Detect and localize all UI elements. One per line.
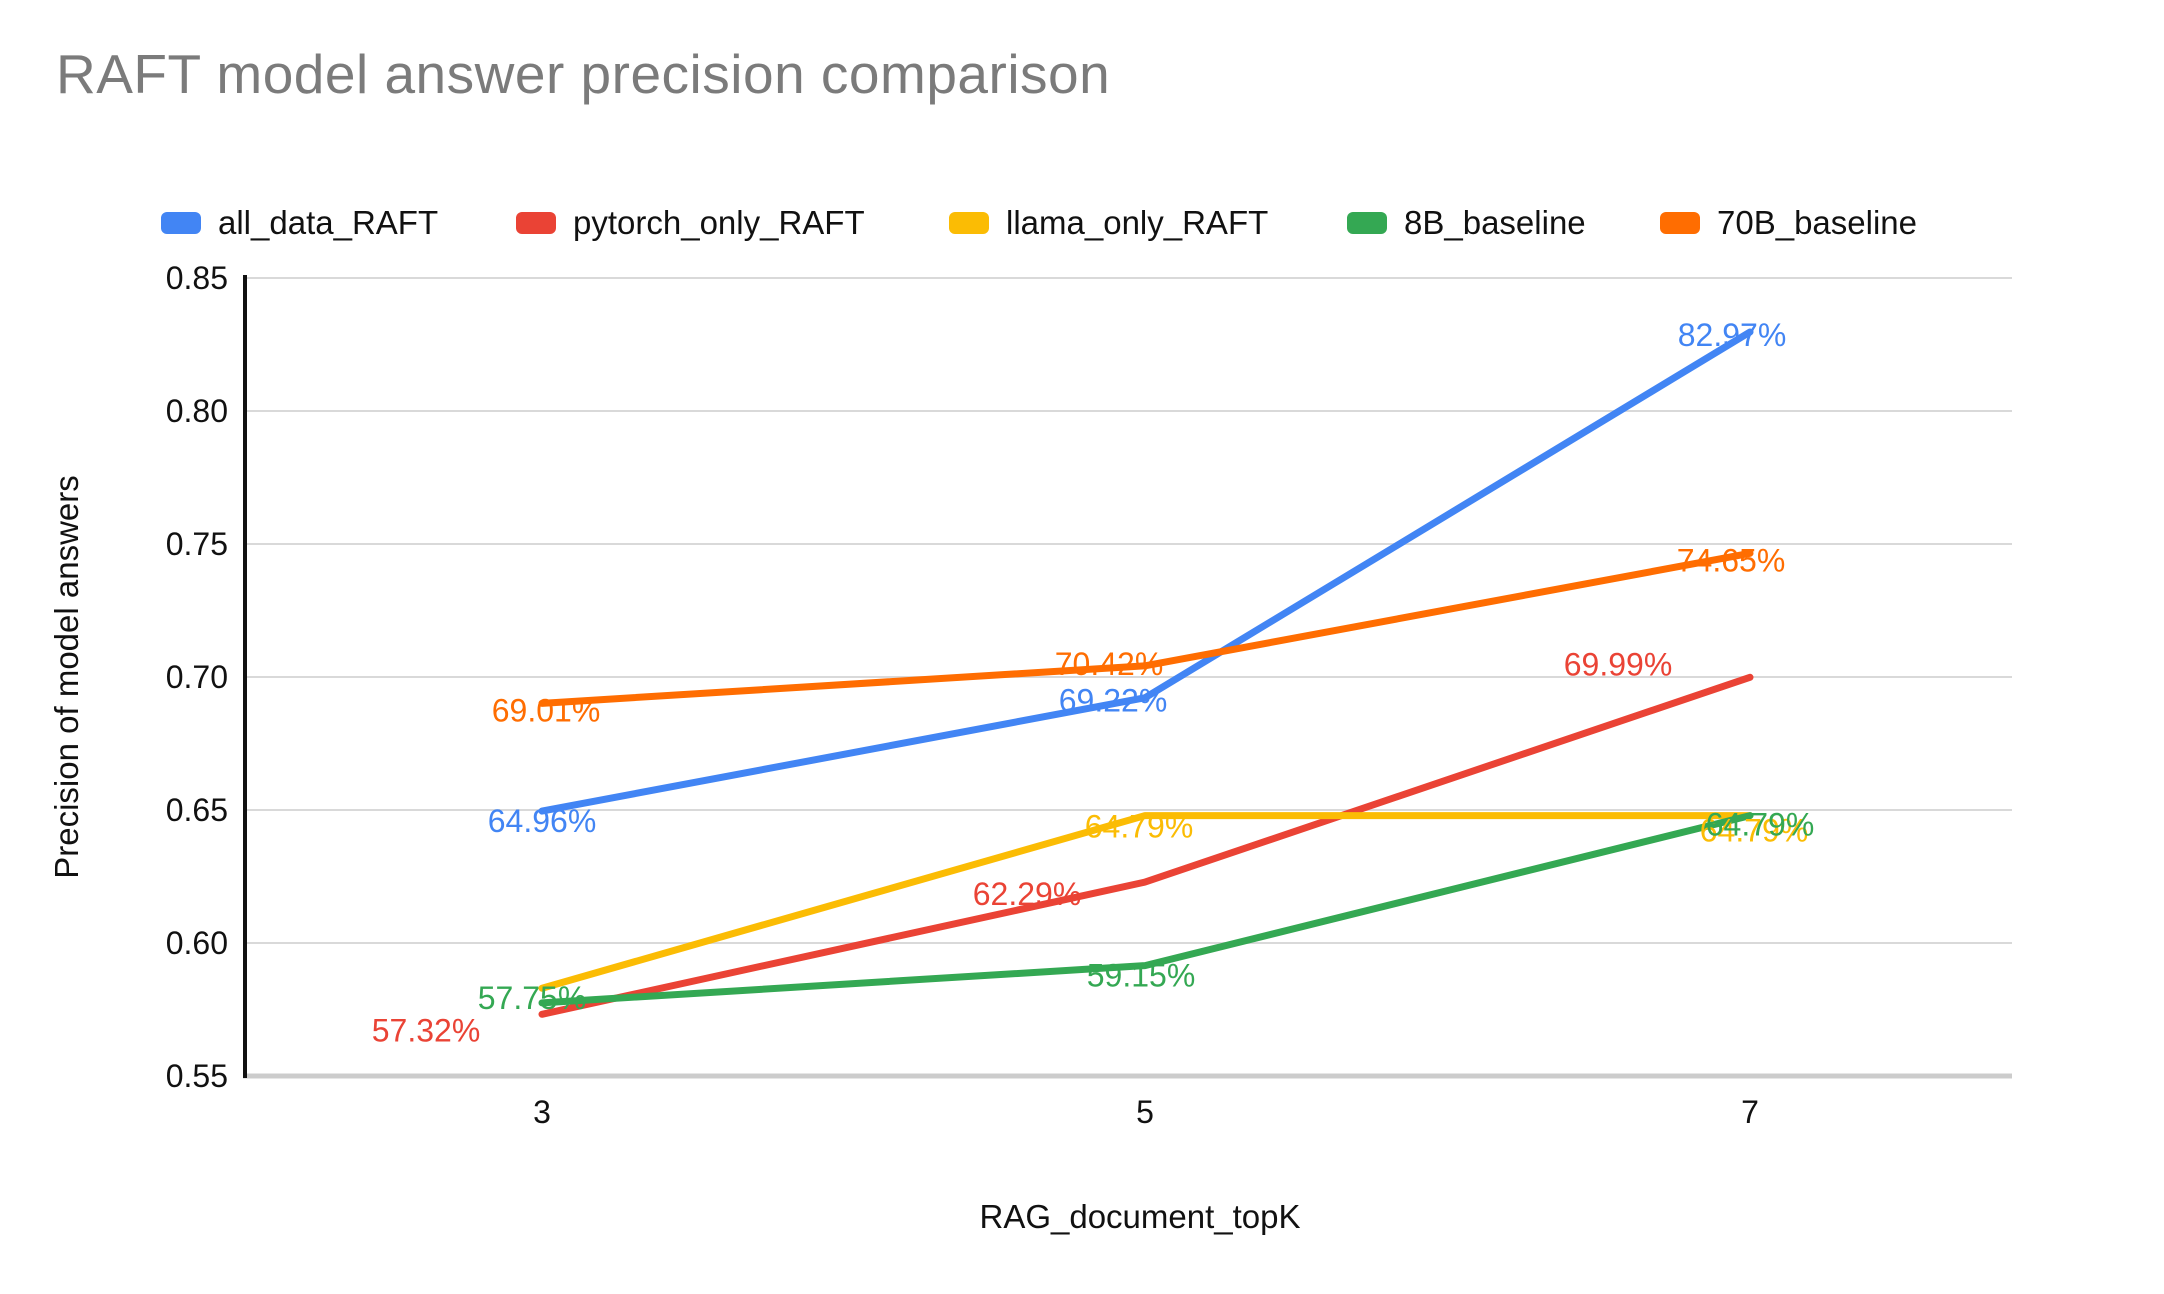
legend-swatch-icon <box>1660 212 1700 234</box>
legend-swatch-icon <box>1347 212 1387 234</box>
data-label-pytorch_only_RAFT: 57.32% <box>372 1012 481 1048</box>
series-line-all_data_RAFT <box>538 328 1754 815</box>
y-tick-label: 0.80 <box>166 393 228 429</box>
legend-swatch-icon <box>516 212 556 234</box>
y-tick-label: 0.65 <box>166 792 228 828</box>
legend-label: 8B_baseline <box>1404 204 1586 241</box>
legend-label: llama_only_RAFT <box>1006 204 1269 241</box>
data-label-70B_baseline: 74.65% <box>1677 542 1786 578</box>
x-tick-label: 3 <box>533 1094 551 1130</box>
x-tick-label: 7 <box>1741 1094 1759 1130</box>
data-label-8B_baseline: 64.79% <box>1706 807 1815 843</box>
data-label-8B_baseline: 59.15% <box>1087 958 1196 994</box>
chart-title: RAFT model answer precision comparison <box>56 43 1111 105</box>
data-label-70B_baseline: 70.42% <box>1055 646 1164 682</box>
legend-label: 70B_baseline <box>1717 204 1917 241</box>
legend-item-8B_baseline: 8B_baseline <box>1347 203 1586 243</box>
legend-item-all_data_RAFT: all_data_RAFT <box>161 203 438 243</box>
legend-swatch-icon <box>161 212 201 234</box>
x-axis-title: RAG_document_topK <box>979 1198 1300 1235</box>
data-label-all_data_RAFT: 82.97% <box>1678 317 1787 353</box>
data-label-70B_baseline: 69.01% <box>492 692 601 728</box>
data-label-pytorch_only_RAFT: 69.99% <box>1564 646 1673 682</box>
series-line-pytorch_only_RAFT <box>538 673 1754 1018</box>
data-label-llama_only_RAFT: 64.79% <box>1085 809 1194 845</box>
y-tick-label: 0.70 <box>166 659 228 695</box>
legend-item-70B_baseline: 70B_baseline <box>1660 203 1917 243</box>
data-label-8B_baseline: 57.75% <box>478 980 587 1016</box>
y-tick-label: 0.55 <box>166 1058 228 1094</box>
y-tick-label: 0.75 <box>166 526 228 562</box>
y-tick-label: 0.85 <box>166 260 228 296</box>
legend-label: pytorch_only_RAFT <box>573 204 865 241</box>
data-label-all_data_RAFT: 64.96% <box>488 803 597 839</box>
legend-label: all_data_RAFT <box>218 204 439 241</box>
x-tick-label: 5 <box>1136 1094 1154 1130</box>
data-label-all_data_RAFT: 69.22% <box>1059 683 1168 719</box>
legend-item-llama_only_RAFT: llama_only_RAFT <box>949 203 1268 243</box>
legend-item-pytorch_only_RAFT: pytorch_only_RAFT <box>516 203 865 243</box>
series-line-70B_baseline <box>538 549 1754 707</box>
series-line-8B_baseline <box>538 812 1754 1007</box>
data-label-pytorch_only_RAFT: 62.29% <box>973 876 1082 912</box>
y-tick-label: 0.60 <box>166 925 228 961</box>
y-axis-title: Precision of model answers <box>48 475 85 879</box>
series-line-llama_only_RAFT <box>538 812 1754 992</box>
data-label-llama_only_RAFT: 64.79% <box>1700 813 1809 849</box>
legend-swatch-icon <box>949 212 989 234</box>
